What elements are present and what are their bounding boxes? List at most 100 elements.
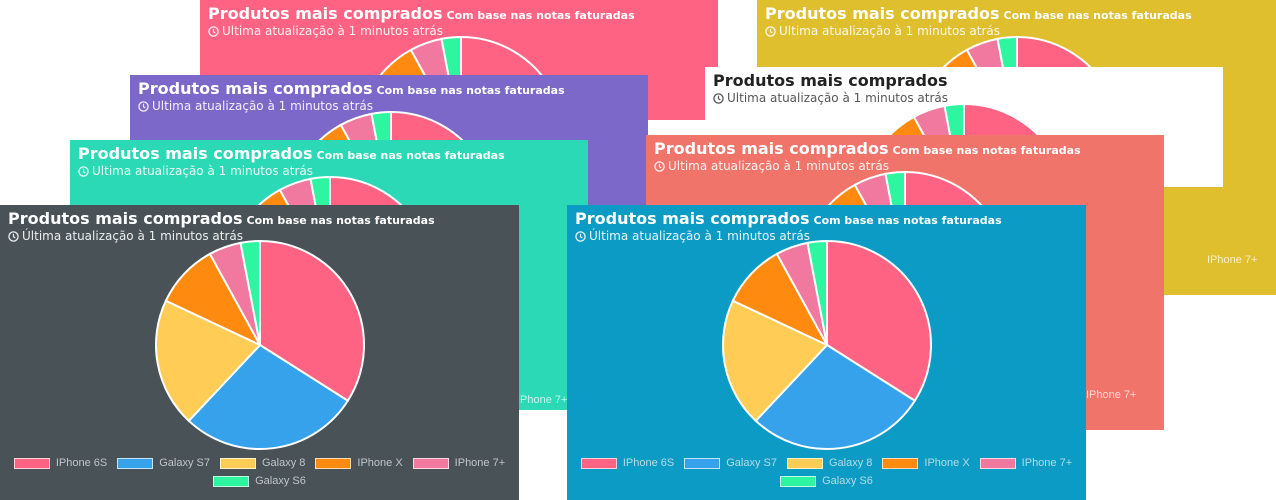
widget-subtitle: Com base nas notas faturadas — [316, 149, 505, 162]
clock-icon — [138, 100, 149, 112]
last-updated: Ultima atualização à 1 minutos atrás — [713, 91, 948, 105]
legend-label: Galaxy 8 — [828, 457, 873, 469]
legend-swatch — [580, 457, 617, 469]
legend-item[interactable]: IPhone 6S — [580, 457, 675, 469]
pie-slice-galaxy-s6[interactable] — [239, 239, 261, 346]
pie-slice-galaxy-s6[interactable] — [806, 239, 828, 346]
legend-label: IPhone 7+ — [1021, 457, 1073, 469]
last-updated-text: Ultima atualização à 1 minutos atrás — [779, 24, 1001, 38]
pie-chart — [722, 239, 932, 450]
widget-card-blue: Produtos mais comprados Com base nas nota… — [567, 205, 1086, 500]
legend-label: Galaxy S7 — [159, 457, 210, 469]
legend-item[interactable]: IPhone 7+ — [412, 457, 506, 469]
widget-header: Produtos mais comprados Com base nas nota… — [78, 144, 505, 178]
last-updated: Ultima atualização à 1 minutos atrás — [208, 24, 635, 38]
legend-label: IPhone 6S — [622, 457, 675, 469]
widget-title: Produtos mais comprados — [8, 209, 243, 228]
legend-item[interactable]: Galaxy 8 — [786, 457, 873, 469]
legend-item[interactable]: Galaxy S7 — [117, 457, 210, 469]
last-updated-text: Ultima atualização à 1 minutos atrás — [668, 159, 890, 173]
legend-label: Galaxy 8 — [261, 457, 306, 469]
widget-title: Produtos mais comprados — [654, 139, 889, 158]
widget-header: Produtos mais comprados Com base nas nota… — [765, 4, 1192, 38]
last-updated: Ultima atualização à 1 minutos atrás — [654, 159, 1081, 173]
clock-icon — [208, 25, 219, 37]
widget-subtitle: Com base nas notas faturadas — [246, 214, 435, 227]
legend-item[interactable]: IPhone X — [315, 457, 403, 469]
last-updated: Última atualização à 1 minutos atrás — [8, 229, 435, 243]
widget-subtitle: Com base nas notas faturadas — [813, 214, 1002, 227]
legend-label: Galaxy S7 — [726, 457, 777, 469]
legend-swatch — [219, 457, 256, 469]
legend-label: Galaxy S6 — [255, 475, 306, 487]
widget-title: Produtos mais comprados — [208, 4, 443, 23]
widget-subtitle: Com base nas notas faturadas — [892, 144, 1081, 157]
widget-header: Produtos mais comprados Ultima atualizaç… — [713, 71, 948, 105]
last-updated: Ultima atualização à 1 minutos atrás — [765, 24, 1192, 38]
widget-title: Produtos mais comprados — [575, 209, 810, 228]
legend-item-partial: IPhone 7+ — [517, 394, 568, 406]
widget-header: Produtos mais comprados Com base nas nota… — [575, 209, 1002, 243]
last-updated: Ultima atualização à 1 minutos atrás — [78, 164, 505, 178]
widget-title: Produtos mais comprados — [713, 71, 948, 90]
last-updated-text: Ultima atualização à 1 minutos atrás — [727, 91, 949, 105]
widget-subtitle: Com base nas notas faturadas — [446, 9, 635, 22]
clock-icon — [654, 160, 665, 172]
clock-icon — [765, 25, 776, 37]
last-updated-text: Última atualização à 1 minutos atrás — [589, 229, 811, 243]
widget-subtitle: Com base nas notas faturadas — [1003, 9, 1192, 22]
widget-title: Produtos mais comprados — [765, 4, 1000, 23]
last-updated-text: Última atualização à 1 minutos atrás — [22, 229, 244, 243]
legend-swatch — [882, 457, 919, 469]
legend-swatch — [786, 457, 823, 469]
clock-icon — [78, 165, 89, 177]
legend-swatch — [13, 457, 50, 469]
legend-item[interactable]: IPhone 7+ — [979, 457, 1073, 469]
legend-swatch — [780, 475, 817, 487]
last-updated: Última atualização à 1 minutos atrás — [575, 229, 1002, 243]
pie-slice-galaxy-8[interactable] — [722, 299, 829, 423]
pie-slice-galaxy-8[interactable] — [155, 299, 262, 423]
chart-legend: IPhone 6S Galaxy S7 Galaxy 8 IPhone X IPhone… — [567, 457, 1086, 487]
legend-label: IPhone X — [357, 457, 403, 469]
legend-label: IPhone 6S — [55, 457, 108, 469]
last-updated-text: Ultima atualização à 1 minutos atrás — [152, 99, 374, 113]
legend-item[interactable]: IPhone X — [882, 457, 970, 469]
clock-icon — [8, 230, 19, 242]
widget-card-dark: Produtos mais comprados Com base nas nota… — [0, 205, 519, 500]
widget-header: Produtos mais comprados Com base nas nota… — [138, 79, 565, 113]
legend-label: IPhone 7+ — [454, 457, 506, 469]
last-updated-text: Ultima atualização à 1 minutos atrás — [222, 24, 444, 38]
widget-title: Produtos mais comprados — [78, 144, 313, 163]
last-updated-text: Ultima atualização à 1 minutos atrás — [92, 164, 314, 178]
legend-item-partial: IPhone 7+ — [1086, 389, 1137, 401]
legend-item[interactable]: Galaxy S6 — [213, 475, 306, 487]
widget-subtitle: Com base nas notas faturadas — [376, 84, 565, 97]
legend-item[interactable]: IPhone 6S — [13, 457, 108, 469]
chart-legend: IPhone 6S Galaxy S7 Galaxy 8 IPhone X IPhone… — [0, 457, 519, 487]
clock-icon — [575, 230, 586, 242]
legend-row: Galaxy S6 — [0, 475, 519, 487]
legend-swatch — [213, 475, 250, 487]
legend-item-partial: IPhone 7+ — [1207, 254, 1258, 266]
legend-item[interactable]: Galaxy 8 — [219, 457, 306, 469]
last-updated: Ultima atualização à 1 minutos atrás — [138, 99, 565, 113]
pie-slice-galaxy-s7[interactable] — [187, 343, 350, 450]
legend-label: IPhone X — [924, 457, 970, 469]
legend-swatch — [117, 457, 154, 469]
widget-header: Produtos mais comprados Com base nas nota… — [654, 139, 1081, 173]
legend-swatch — [412, 457, 449, 469]
pie-slice-galaxy-s7[interactable] — [754, 343, 917, 450]
legend-swatch — [979, 457, 1016, 469]
legend-swatch — [315, 457, 352, 469]
clock-icon — [713, 92, 724, 104]
legend-row: Galaxy S6 — [567, 475, 1086, 487]
widget-header: Produtos mais comprados Com base nas nota… — [8, 209, 435, 243]
legend-item[interactable]: Galaxy S7 — [684, 457, 777, 469]
legend-item[interactable]: Galaxy S6 — [780, 475, 873, 487]
widget-header: Produtos mais comprados Com base nas nota… — [208, 4, 635, 38]
pie-chart — [155, 239, 365, 450]
legend-swatch — [684, 457, 721, 469]
legend-label: Galaxy S6 — [822, 475, 873, 487]
widget-title: Produtos mais comprados — [138, 79, 373, 98]
